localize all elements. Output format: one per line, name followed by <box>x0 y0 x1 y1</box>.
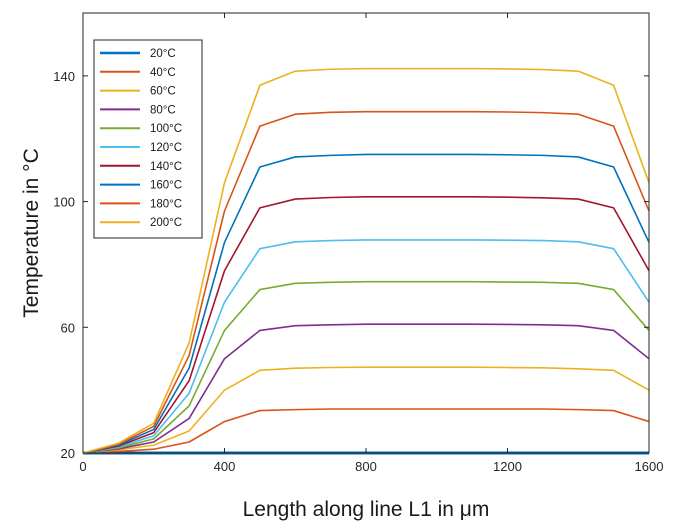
series-line-6 <box>82 196 650 454</box>
legend-label: 180°C <box>150 198 182 210</box>
y-tick-label: 60 <box>61 320 75 335</box>
y-axis-title: Temperature in °C <box>20 148 43 317</box>
series-line-1 <box>82 408 650 454</box>
series-line-8 <box>82 110 650 454</box>
series-line-5 <box>82 239 650 454</box>
legend-box <box>93 39 203 239</box>
series-line-7 <box>82 153 650 454</box>
legend-label: 100°C <box>150 123 182 135</box>
legend-label: 120°C <box>150 142 182 154</box>
series-line-3 <box>82 323 650 454</box>
legend-label: 200°C <box>150 217 182 229</box>
x-axis-title: Length along line L1 in μm <box>243 498 490 521</box>
series-line-4 <box>82 280 650 454</box>
x-tick-label: 400 <box>214 459 236 474</box>
series-line-2 <box>82 366 650 454</box>
x-tick-label: 1200 <box>493 459 522 474</box>
y-tick-label: 100 <box>53 195 75 210</box>
x-tick-label: 1600 <box>635 459 664 474</box>
y-axis-ticks: 20 60 100 140 <box>53 69 649 461</box>
series-line-9 <box>82 67 650 454</box>
legend-label: 60°C <box>150 86 176 98</box>
legend-label: 80°C <box>150 104 176 116</box>
x-axis-ticks: 0 400 800 1200 1600 <box>79 13 663 474</box>
legend: 20°C 40°C 60°C 80°C 100°C 120°C 140°C 160°C 180°… <box>93 39 203 239</box>
y-tick-label: 140 <box>53 69 75 84</box>
legend-label: 160°C <box>150 180 182 192</box>
x-tick-label: 0 <box>79 459 86 474</box>
legend-label: 140°C <box>150 161 182 173</box>
legend-label: 20°C <box>150 48 176 60</box>
y-tick-label: 20 <box>61 446 75 461</box>
x-tick-label: 800 <box>355 459 377 474</box>
legend-label: 40°C <box>150 67 176 79</box>
